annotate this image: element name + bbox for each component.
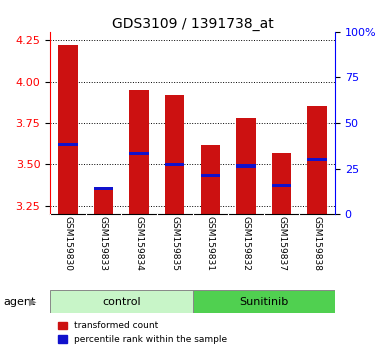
Text: agent: agent [4, 297, 36, 307]
Text: GSM159830: GSM159830 [64, 216, 72, 272]
Bar [272, 153, 291, 214]
Bar [58, 143, 78, 146]
Bar [201, 173, 220, 177]
Legend: transformed count, percentile rank within the sample: transformed count, percentile rank withi… [55, 318, 231, 348]
Text: GSM159835: GSM159835 [170, 216, 179, 272]
Bar [94, 187, 113, 190]
Bar [307, 107, 327, 214]
Title: GDS3109 / 1391738_at: GDS3109 / 1391738_at [112, 17, 273, 31]
Bar [94, 189, 113, 214]
Bar [236, 165, 256, 168]
Text: control: control [102, 297, 141, 307]
Text: GSM159832: GSM159832 [241, 216, 250, 271]
Bar [307, 158, 327, 161]
Bar [165, 163, 184, 166]
Text: ▶: ▶ [29, 297, 36, 307]
Bar [192, 290, 335, 313]
Text: GSM159831: GSM159831 [206, 216, 215, 272]
Text: GSM159833: GSM159833 [99, 216, 108, 272]
Bar [272, 183, 291, 187]
Bar [129, 152, 149, 155]
Text: GSM159837: GSM159837 [277, 216, 286, 272]
Bar [201, 144, 220, 214]
Bar [129, 90, 149, 214]
Bar [50, 290, 192, 313]
Text: GSM159838: GSM159838 [313, 216, 321, 272]
Bar [58, 45, 78, 214]
Bar [236, 118, 256, 214]
Text: Sunitinib: Sunitinib [239, 297, 288, 307]
Bar [165, 95, 184, 214]
Text: GSM159834: GSM159834 [135, 216, 144, 271]
